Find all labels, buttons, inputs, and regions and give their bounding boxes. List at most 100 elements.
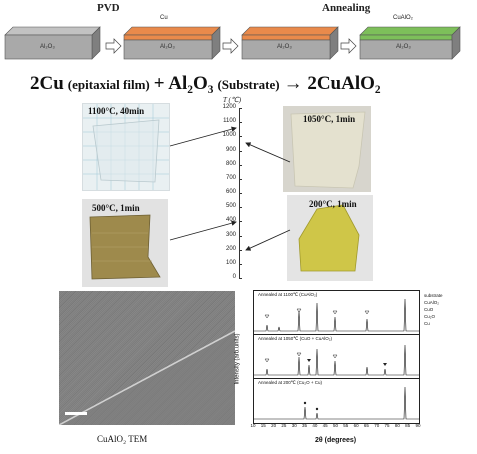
sample-shape <box>290 111 366 189</box>
substrate-label-4: Al₂O₃ <box>396 44 411 50</box>
temperature-tick-label: 600 <box>225 189 236 195</box>
process-arrow-1 <box>105 38 122 54</box>
xrd-panel-1-title: Annealed at 1100℃ (CuAlO₂) <box>258 292 318 297</box>
xrd-panel-2-title: Annealed at 1050℃ (CuO + CuAlO₂) <box>258 336 332 341</box>
xrd-ylabel: Intensity (arb.units) <box>234 333 241 385</box>
arrow-500c <box>169 220 237 241</box>
photo-500c: 500°C, 1min <box>82 199 168 287</box>
temperature-tick-label: 100 <box>225 259 236 266</box>
xrd-legend-cu2o: Cu₂O <box>424 314 435 319</box>
xrd-panel-3: Annealed at 200℃ (Cu₂O + Cu) <box>253 378 420 424</box>
xrd-xtick-label: 80 <box>394 423 400 428</box>
eq-epitaxial-note: (epitaxial film) <box>67 77 150 92</box>
arrow-200c <box>245 229 291 251</box>
temperature-tick-mark <box>239 150 242 152</box>
arrow-1050c <box>245 142 291 163</box>
xrd-panel-3-title: Annealed at 200℃ (Cu₂O + Cu) <box>258 380 322 385</box>
xrd-xtick-label: 15 <box>260 423 266 428</box>
process-arrow-3 <box>340 38 357 54</box>
substrate-label-1: Al₂O₃ <box>40 44 55 50</box>
photo-1100c: 1100°C, 40min <box>82 103 170 191</box>
grid-paper-pattern <box>83 104 169 190</box>
temperature-tick-mark <box>239 122 242 124</box>
substrate-label-2: Al₂O₃ <box>160 44 175 50</box>
temperature-tick-mark <box>239 221 242 223</box>
xrd-xtick-label: 40 <box>312 423 318 428</box>
eq-reactant-cu: 2Cu <box>30 73 64 94</box>
temperature-tick-label: 800 <box>225 160 236 167</box>
process-diagram <box>4 26 461 60</box>
reaction-equation: 2Cu (epitaxial film) + Al₂O₃ (Substrate)… <box>30 73 381 95</box>
arrow-1100c <box>169 126 237 147</box>
temperature-tick-label: 500 <box>225 203 236 210</box>
temperature-tick-label: 400 <box>225 217 236 224</box>
cu-film-block <box>123 26 221 60</box>
sample-shape <box>298 204 360 272</box>
sample-shape <box>89 214 161 280</box>
eq-product: → 2CuAlO₂ <box>283 73 381 94</box>
cualo2-layer-label: CuAlO₂ <box>393 15 414 21</box>
temperature-tick-label: 1100 <box>223 118 236 125</box>
pvd-label: PVD <box>97 2 120 14</box>
xrd-legend-cuo: CuO <box>424 307 434 312</box>
temperature-tick-mark <box>239 235 242 237</box>
xrd-xtick-label: 20 <box>271 423 277 428</box>
xrd-pattern-1 <box>254 298 419 332</box>
substrate-block-1 <box>4 26 101 60</box>
xrd-xtick-label: 55 <box>343 423 349 428</box>
substrate-label-3: Al₂O₃ <box>277 44 292 50</box>
tem-caption: CuAlO₂ TEM <box>97 434 148 444</box>
xrd-xlabel: 2θ (degrees) <box>315 437 357 444</box>
temperature-tick-mark <box>239 178 242 180</box>
temperature-tick-label: 1200 <box>222 104 236 110</box>
xrd-xtick-label: 50 <box>332 423 338 428</box>
xrd-pattern-3 <box>254 386 419 420</box>
xrd-panel-2: Annealed at 1050℃ (CuO + CuAlO₂) <box>253 334 420 380</box>
xrd-xtick-label: 45 <box>322 423 328 428</box>
xrd-xtick-label: 10 <box>250 423 256 428</box>
temperature-tick-mark <box>239 207 242 209</box>
xrd-xtick-label: 75 <box>384 423 390 428</box>
xrd-xtick-label: 90 <box>415 423 421 428</box>
xrd-xtick-label: 85 <box>405 423 411 428</box>
photo-1050c: 1050°C, 1min <box>283 106 371 192</box>
cualo2-block <box>359 26 461 60</box>
temperature-tick-label: 900 <box>225 146 236 153</box>
photo-500c-label: 500°C, 1min <box>92 203 140 213</box>
eq-reactant-al2o3: + Al₂O₃ <box>153 73 214 94</box>
process-arrow-2 <box>222 38 239 54</box>
xrd-xtick-label: 70 <box>374 423 380 428</box>
tem-scale-bar <box>65 412 87 415</box>
xrd-xtick-label: 30 <box>291 423 297 428</box>
temperature-tick-mark <box>239 136 242 138</box>
xrd-xticks: 10 15 20 25 30 35 40 45 50 55 60 65 70 75 80 85 90 <box>250 423 420 431</box>
xrd-panel-1: Annealed at 1100℃ (CuAlO₂) <box>253 290 420 336</box>
photo-200c-label: 200°C, 1min <box>309 199 357 209</box>
temperature-tick-mark <box>239 263 242 265</box>
xrd-legend: substrate CuAlO₂ CuO Cu₂O Cu <box>424 292 474 327</box>
xrd-plot: Annealed at 1100℃ (CuAlO₂) Annealed at 1… <box>250 290 421 431</box>
temperature-tick-mark <box>239 193 242 194</box>
temperature-tick-label: 700 <box>225 174 236 181</box>
temperature-tick-mark <box>239 278 242 279</box>
xrd-xtick-label: 35 <box>302 423 308 428</box>
cu-film-block-annealing <box>241 26 339 60</box>
temperature-tick-mark <box>239 164 242 166</box>
photo-1100c-label: 1100°C, 40min <box>88 106 145 116</box>
temperature-axis-label: T (℃) <box>223 96 242 104</box>
temperature-tick-label: 300 <box>225 231 236 238</box>
eq-substrate-note: (Substrate) <box>217 77 280 92</box>
annealing-label: Annealing <box>322 2 371 14</box>
temperature-tick-label: 0 <box>232 274 236 280</box>
temperature-tick-mark <box>239 108 242 109</box>
tem-image <box>59 291 235 425</box>
xrd-legend-cualo2: CuAlO₂ <box>424 300 440 305</box>
xrd-xtick-label: 60 <box>353 423 359 428</box>
temperature-axis: 1200 1100 1000 900 800 700 600 500 400 300 200 100 0 <box>200 104 244 280</box>
temperature-tick-label: 1000 <box>222 132 236 139</box>
xrd-pattern-2 <box>254 344 419 376</box>
xrd-xtick-label: 25 <box>281 423 287 428</box>
temperature-tick-label: 200 <box>225 245 236 252</box>
temperature-tick-mark <box>239 249 242 251</box>
